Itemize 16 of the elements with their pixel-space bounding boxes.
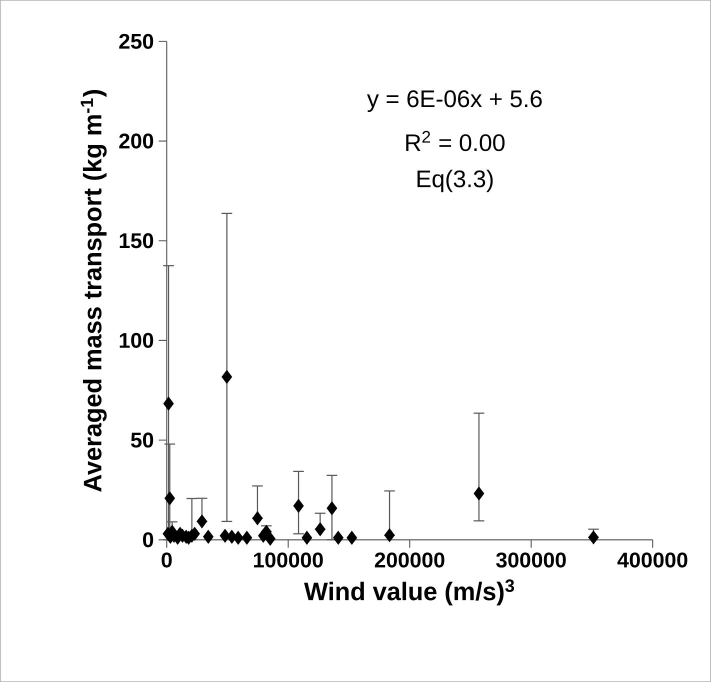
- x-axis-title: Wind value (m/s)$^{3}$: [304, 579, 514, 606]
- y-tick-label: 50: [130, 432, 154, 448]
- annotation: Eq(3.3): [418, 170, 493, 192]
- y-tick-label: 0: [143, 532, 154, 548]
- annotation: y = 6E-06x + 5.6: [367, 90, 542, 112]
- annotation: R$^{2}$ = 0.00: [406, 130, 505, 152]
- y-tick-label: 100: [120, 332, 154, 348]
- y-axis-title: Averaged mass transport (kg m$^{-1}$): [80, 90, 107, 492]
- x-tick-label: 100000: [254, 552, 323, 568]
- y-tick-label: 200: [119, 134, 154, 149]
- y-tick-label: 250: [119, 34, 154, 49]
- y-tick-label: 150: [120, 233, 154, 248]
- x-tick-label: 400000: [617, 552, 688, 568]
- x-tick-label: 0: [162, 552, 172, 568]
- x-tick-label: 300000: [496, 552, 566, 568]
- x-tick-label: 200000: [374, 552, 444, 568]
